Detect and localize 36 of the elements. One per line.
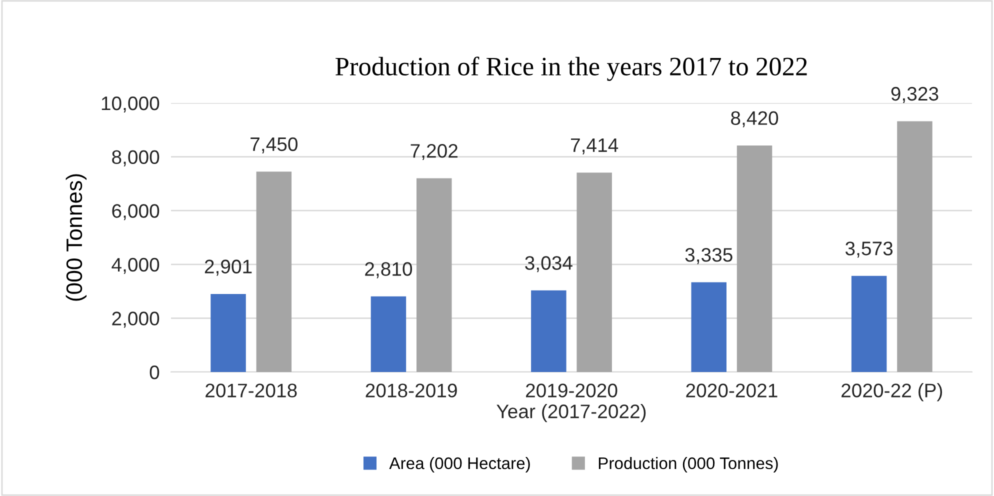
data-label: 3,573: [845, 242, 893, 258]
data-label: 3,034: [525, 256, 572, 272]
y-tick-label: 6,000: [112, 204, 160, 220]
x-tick-label: 2020-22 (P): [842, 383, 942, 402]
y-tick-label: 2,000: [112, 312, 160, 328]
bar: [210, 294, 246, 372]
bar: [736, 146, 772, 372]
bar: [416, 178, 452, 372]
data-label: 8,420: [731, 111, 778, 128]
data-label: 9,323: [891, 86, 938, 103]
bar: [691, 282, 726, 372]
x-tick-label: 2020-2021: [686, 384, 778, 398]
x-axis-title: Year (2017-2022): [496, 404, 646, 422]
bar: [370, 296, 406, 372]
y-tick-label: 0: [150, 365, 160, 380]
x-tick-label: 2018-2019: [366, 384, 457, 398]
bar: [897, 121, 932, 372]
data-label: 2,901: [204, 260, 252, 276]
y-tick-label: 10,000: [102, 96, 160, 113]
y-tick-label: 4,000: [112, 258, 160, 274]
y-axis-title: (000 Tonnes): [66, 174, 87, 301]
data-label: 7,450: [250, 137, 298, 154]
x-tick-label: 2019-2020: [526, 384, 618, 398]
data-label: 3,335: [685, 248, 732, 264]
data-label: 7,414: [571, 138, 618, 154]
bar: [256, 172, 292, 372]
y-tick-label: 8,000: [112, 150, 160, 166]
bar: [531, 290, 566, 372]
data-label: 2,810: [365, 262, 412, 278]
bar: [576, 172, 612, 372]
bar: [851, 276, 887, 372]
x-tick-label: 2017-2018: [206, 384, 297, 398]
legend-label: Production (000 Tonnes): [598, 456, 778, 472]
chart-title: Production of Rice in the years 2017 to 2022: [336, 56, 807, 81]
data-label: 7,202: [410, 144, 458, 160]
legend-label: Area (000 Hectare): [389, 456, 530, 472]
